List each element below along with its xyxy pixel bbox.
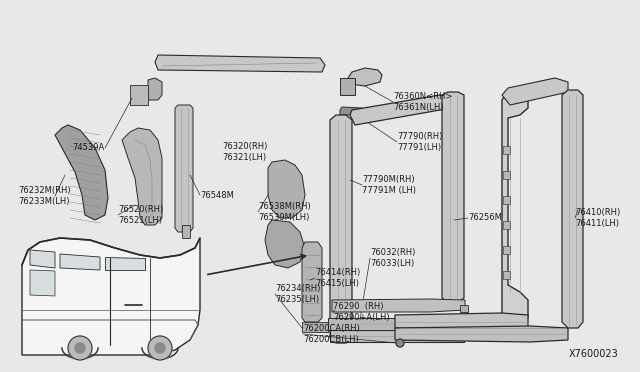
Polygon shape (268, 160, 305, 218)
Polygon shape (503, 271, 510, 279)
Polygon shape (460, 305, 468, 312)
Circle shape (396, 339, 404, 347)
Polygon shape (302, 322, 328, 332)
Text: 76234(RH)
76235(LH): 76234(RH) 76235(LH) (275, 284, 321, 304)
Polygon shape (503, 221, 510, 229)
Polygon shape (502, 93, 528, 325)
Polygon shape (55, 125, 108, 220)
Polygon shape (155, 55, 325, 72)
Text: 76032(RH)
76033(LH): 76032(RH) 76033(LH) (370, 248, 415, 268)
Text: 77790(RH)
77791(LH): 77790(RH) 77791(LH) (397, 132, 442, 152)
Text: 76232M(RH)
76233M(LH): 76232M(RH) 76233M(LH) (18, 186, 70, 206)
Circle shape (148, 336, 172, 360)
Polygon shape (330, 330, 464, 342)
Polygon shape (22, 238, 200, 355)
Polygon shape (182, 225, 190, 238)
Text: 76410(RH)
76411(LH): 76410(RH) 76411(LH) (575, 208, 620, 228)
Polygon shape (350, 95, 448, 125)
Polygon shape (105, 257, 145, 270)
Polygon shape (175, 105, 193, 232)
Polygon shape (302, 242, 322, 322)
Polygon shape (340, 78, 355, 95)
Polygon shape (502, 78, 568, 105)
Polygon shape (503, 146, 510, 154)
Circle shape (68, 336, 92, 360)
Polygon shape (442, 92, 464, 302)
Polygon shape (503, 171, 510, 179)
Polygon shape (348, 68, 382, 86)
Polygon shape (148, 78, 162, 100)
Text: 74539A: 74539A (73, 144, 105, 153)
Text: 76548M: 76548M (200, 190, 234, 199)
Text: 76256M: 76256M (468, 214, 502, 222)
Text: 76360N<RH>
76361N(LH): 76360N<RH> 76361N(LH) (393, 92, 452, 112)
Text: 76538M(RH)
76539M(LH): 76538M(RH) 76539M(LH) (258, 202, 311, 222)
Polygon shape (562, 90, 583, 328)
Text: 76414(RH)
76415(LH): 76414(RH) 76415(LH) (315, 268, 360, 288)
Polygon shape (30, 270, 55, 296)
Text: 76290  (RH)
76290+A(LH): 76290 (RH) 76290+A(LH) (333, 302, 390, 322)
Text: 76200CA(RH)
76200CB(LH): 76200CA(RH) 76200CB(LH) (303, 324, 360, 344)
Polygon shape (395, 326, 568, 342)
Polygon shape (395, 313, 528, 330)
Polygon shape (503, 246, 510, 254)
Text: 76320(RH)
76321(LH): 76320(RH) 76321(LH) (222, 142, 268, 162)
Polygon shape (130, 85, 148, 105)
Polygon shape (332, 299, 465, 312)
Text: 76520(RH)
76521(LH): 76520(RH) 76521(LH) (118, 205, 163, 225)
Text: 77790M(RH)
77791M (LH): 77790M(RH) 77791M (LH) (362, 175, 416, 195)
Text: X7600023: X7600023 (568, 349, 618, 359)
Polygon shape (330, 115, 352, 343)
Polygon shape (328, 318, 462, 330)
Polygon shape (60, 254, 100, 270)
Circle shape (75, 343, 85, 353)
Polygon shape (503, 196, 510, 204)
Polygon shape (30, 250, 55, 268)
Polygon shape (122, 128, 162, 225)
Circle shape (155, 343, 165, 353)
Polygon shape (340, 107, 362, 115)
Polygon shape (265, 220, 305, 268)
